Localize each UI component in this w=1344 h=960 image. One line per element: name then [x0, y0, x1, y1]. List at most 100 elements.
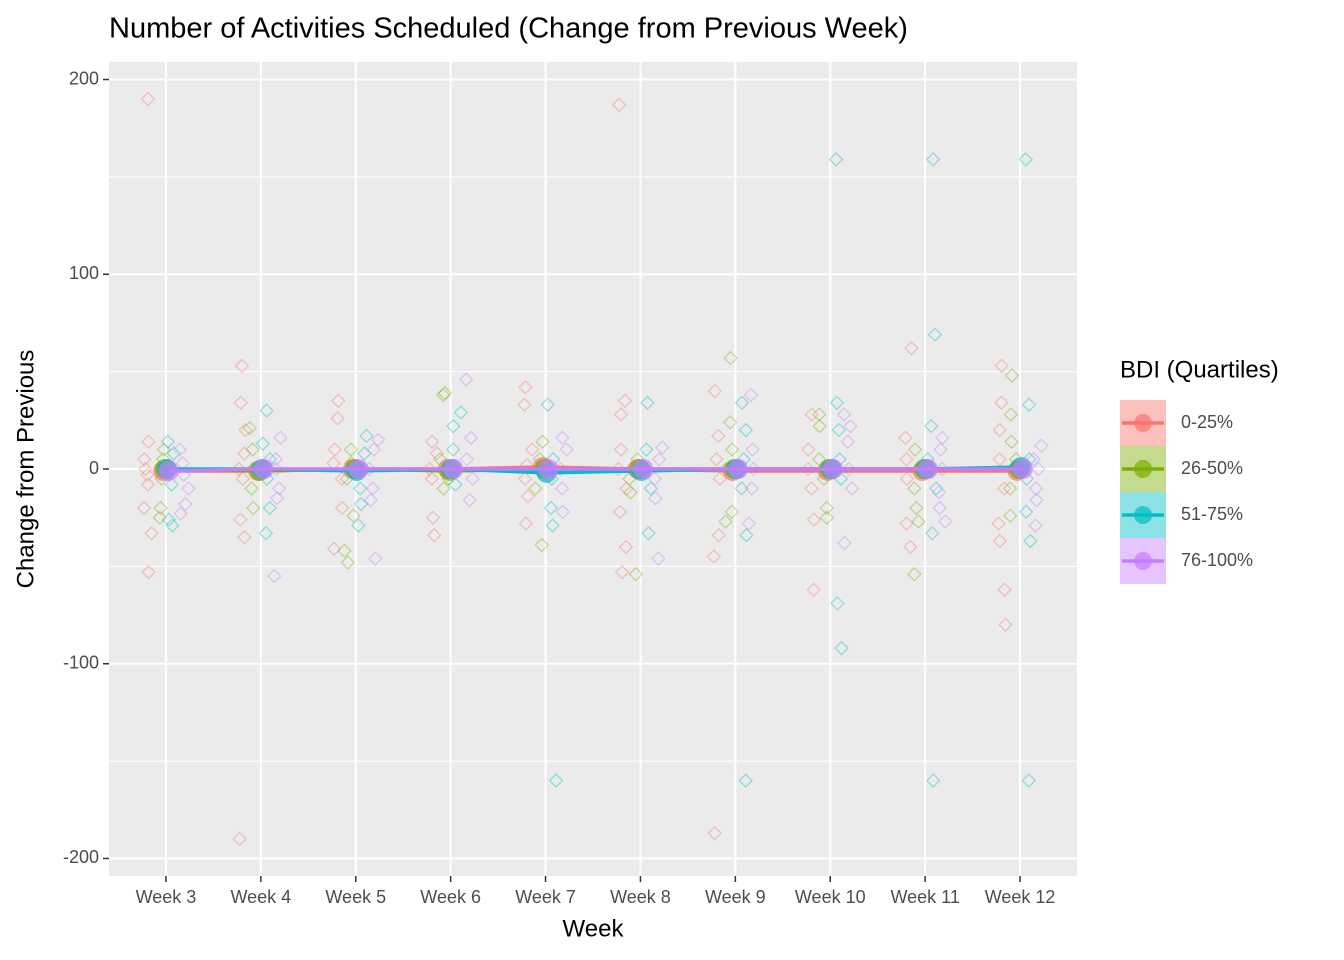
legend-key-point — [1134, 506, 1152, 524]
point — [992, 533, 1008, 549]
point — [166, 446, 182, 461]
legend-title: BDI (Quartiles) — [1120, 356, 1279, 383]
point — [722, 414, 738, 430]
point — [931, 485, 947, 500]
point — [651, 451, 667, 467]
point — [614, 564, 630, 580]
point — [545, 518, 560, 533]
point — [269, 490, 285, 506]
point — [326, 455, 341, 471]
point — [819, 500, 835, 516]
point — [834, 640, 849, 656]
point — [548, 773, 564, 788]
point — [1031, 461, 1046, 477]
point — [741, 516, 757, 531]
point — [535, 434, 550, 450]
point — [911, 514, 926, 529]
point — [639, 442, 654, 457]
point — [259, 403, 274, 418]
point — [255, 436, 271, 451]
point — [437, 385, 453, 401]
point — [370, 432, 386, 448]
point — [271, 481, 287, 496]
point — [1028, 481, 1044, 496]
point — [998, 617, 1013, 633]
point — [343, 442, 359, 457]
point — [734, 481, 749, 496]
point — [907, 442, 923, 457]
point — [738, 773, 753, 788]
x-tick-label: Week 11 — [890, 887, 959, 907]
point — [363, 492, 379, 508]
x-tick-label: Week 7 — [515, 887, 576, 907]
y-tick-label: -200 — [63, 847, 99, 867]
y-axis-title: Change from Previous — [12, 350, 39, 589]
point — [899, 516, 914, 531]
point — [436, 387, 451, 403]
point — [331, 393, 346, 409]
point — [932, 500, 947, 516]
point — [352, 481, 368, 496]
point — [651, 551, 666, 566]
point — [938, 514, 953, 529]
point — [138, 461, 153, 477]
point — [365, 481, 381, 496]
mean-point — [538, 459, 559, 479]
point — [1004, 434, 1019, 450]
point — [806, 582, 821, 598]
point — [426, 527, 442, 543]
point — [453, 405, 469, 420]
chart-title: Number of Activities Scheduled (Change f… — [109, 13, 908, 45]
y-tick-label: -100 — [63, 652, 99, 672]
point — [904, 340, 919, 356]
point — [906, 481, 922, 496]
point — [801, 442, 816, 457]
point — [925, 773, 941, 788]
mean-point — [822, 459, 843, 479]
point — [712, 471, 728, 487]
point — [326, 541, 342, 557]
point — [178, 496, 193, 512]
point — [156, 442, 172, 457]
point — [366, 442, 382, 457]
point — [1034, 438, 1049, 453]
point — [611, 97, 627, 113]
legend-label: 0-25% — [1181, 412, 1233, 432]
point — [334, 500, 350, 516]
point — [933, 442, 948, 457]
point — [992, 451, 1007, 467]
point — [273, 430, 288, 446]
point — [734, 395, 750, 411]
point — [1023, 533, 1038, 549]
point — [648, 490, 663, 506]
point — [136, 451, 152, 467]
point — [141, 564, 157, 580]
point — [359, 428, 374, 444]
point — [898, 430, 913, 446]
x-tick-label: Week 3 — [136, 887, 197, 907]
point — [1002, 508, 1018, 524]
point — [232, 831, 247, 847]
point — [1029, 492, 1044, 508]
point — [707, 825, 722, 841]
point — [445, 442, 461, 457]
point — [711, 527, 727, 543]
point — [436, 481, 451, 496]
point — [654, 440, 670, 455]
point — [899, 451, 914, 467]
point — [718, 514, 733, 529]
point — [1028, 518, 1043, 533]
point — [613, 442, 629, 457]
point — [448, 477, 463, 492]
point — [463, 430, 479, 446]
point — [165, 518, 180, 533]
mean-point — [443, 459, 464, 479]
point — [723, 350, 738, 366]
point — [994, 395, 1009, 411]
point — [837, 535, 852, 551]
legend-label: 26-50% — [1181, 458, 1243, 478]
point — [628, 566, 644, 582]
point — [935, 430, 950, 446]
point — [640, 395, 655, 411]
